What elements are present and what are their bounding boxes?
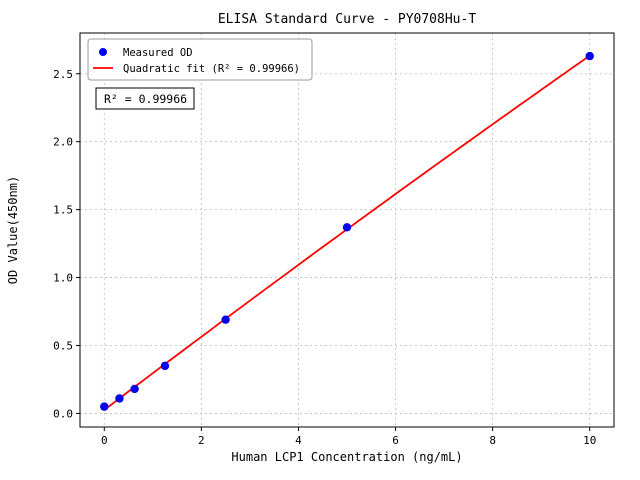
measured-od-point	[342, 223, 352, 232]
measured-od-point	[100, 402, 109, 411]
r-squared-annotation-box	[95, 87, 195, 110]
plot-frame	[79, 32, 615, 428]
x-axis-tick-label: 4	[295, 434, 302, 447]
y-axis-label: OD Value(450nm)	[6, 176, 20, 284]
y-axis-tick-label: 2.0	[53, 136, 73, 149]
legend-label-measured-od: Measured OD	[123, 47, 193, 59]
r-squared-annotation-text: R² = 0.99966	[104, 92, 187, 106]
y-axis-tick-label: 2.5	[53, 68, 73, 81]
measured-od-point	[115, 394, 124, 403]
y-axis-tick-label: 1.5	[53, 204, 73, 217]
x-axis-tick-label: 0	[101, 434, 108, 447]
x-axis-tick-label: 2	[198, 434, 205, 447]
y-axis-tick-label: 1.0	[53, 272, 73, 285]
chart-plot-layer: 0 2 4 6 8 10 0.0 0.5 1.0 1.5 2.0 2.5 Measured OD Quad…	[53, 32, 615, 447]
measured-od-point	[221, 315, 230, 324]
y-axis-tick-label: 0.5	[53, 339, 73, 352]
x-axis-tick-label: 10	[583, 434, 596, 447]
x-axis-tick-label: 8	[489, 434, 496, 447]
measured-od-point	[130, 384, 139, 394]
x-axis-label: Human LCP1 Concentration (ng/mL)	[231, 450, 462, 464]
y-axis-tick-label: 0.0	[53, 407, 73, 420]
x-axis-tick-label: 6	[392, 434, 399, 447]
r-squared-annotation: R² = 0.99966	[95, 87, 195, 110]
measured-od-point	[160, 361, 170, 371]
legend-box	[87, 38, 313, 81]
legend: Measured OD Quadratic fit (R² = 0.99966)	[87, 38, 313, 81]
chart-title: ELISA Standard Curve - PY0708Hu-T	[218, 12, 476, 27]
legend-marker-measured-od	[99, 48, 107, 56]
legend-label-quadratic-fit: Quadratic fit (R² = 0.99966)	[123, 63, 300, 75]
measured-od-point	[585, 51, 594, 61]
